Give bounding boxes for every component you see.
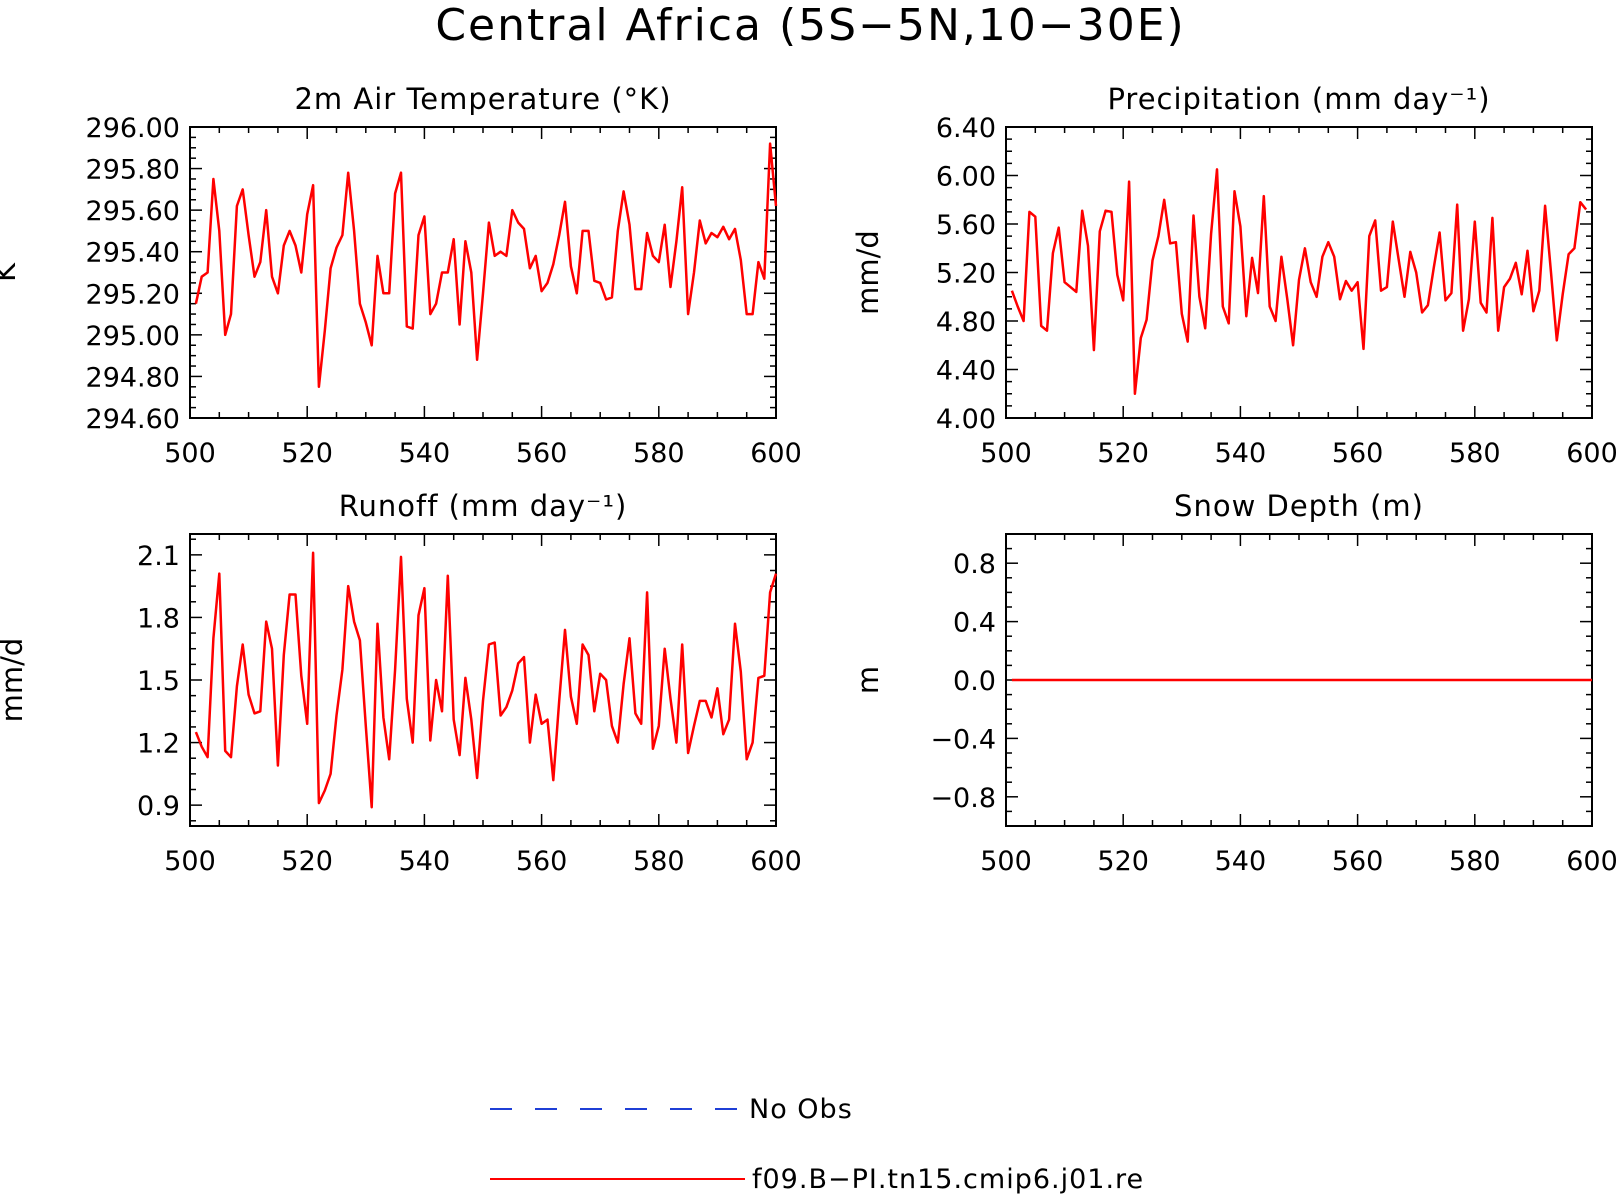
x-tick-label: 540 (399, 438, 451, 469)
plot-frame (189, 126, 777, 419)
y-tick-label: 5.60 (936, 210, 996, 241)
y-tick-label: 296.00 (86, 113, 180, 144)
y-tick-label: 2.1 (137, 541, 180, 572)
x-tick-label: 600 (750, 846, 802, 877)
x-tick-label: 560 (516, 438, 568, 469)
y-tick-label: 5.20 (936, 259, 996, 290)
x-tick-label: 500 (980, 438, 1032, 469)
y-axis-label: mm/d (851, 230, 885, 315)
plot-frame (189, 533, 777, 827)
x-tick-label: 600 (750, 438, 802, 469)
y-axis-label: mm/d (0, 638, 29, 723)
x-tick-label: 540 (399, 846, 451, 877)
y-tick-label: 1.2 (137, 729, 180, 760)
y-tick-label: 0.4 (953, 608, 996, 639)
y-tick-label: −0.4 (930, 724, 996, 755)
x-tick-label: 580 (1449, 438, 1501, 469)
panel-air-temperature: 500 520 540 560 580 600 294.60 294.80 295.00 295.… (0, 82, 802, 469)
x-tick-label: 520 (281, 846, 333, 877)
y-tick-label: 4.40 (936, 356, 996, 387)
x-tick-label: 560 (516, 846, 568, 877)
y-tick-label: 6.40 (936, 113, 996, 144)
y-tick-label: 6.00 (936, 162, 996, 193)
x-tick-label: 600 (1566, 846, 1618, 877)
y-tick-label: 295.00 (86, 321, 180, 352)
x-tick-label: 540 (1215, 438, 1267, 469)
y-tick-label: 0.0 (953, 666, 996, 697)
x-tick-label: 520 (281, 438, 333, 469)
x-tick-label: 540 (1215, 846, 1267, 877)
y-axis-label: m (851, 666, 885, 694)
y-tick-label: 0.9 (137, 791, 180, 822)
series-line (1010, 168, 1588, 396)
panel-title: Runoff (mm day⁻¹) (339, 489, 628, 523)
y-tick-label: 295.20 (86, 279, 180, 310)
y-axis-label: K (0, 262, 22, 282)
y-tick-label: 1.8 (137, 603, 180, 634)
x-tick-label: 520 (1097, 438, 1149, 469)
legend: No Obs f09.B−PI.tn15.cmip6.j01.re (490, 1094, 1144, 1194)
y-tick-label: 295.80 (86, 155, 180, 186)
panel-title: Snow Depth (m) (1174, 489, 1424, 523)
panel-snow-depth: 500 520 540 560 580 600 −0.8 −0.4 0.0 0.4 0.8 Snow … (851, 489, 1618, 877)
x-tick-label: 520 (1097, 846, 1149, 877)
panel-runoff: 500 520 540 560 580 600 0.9 1.2 1.5 1.8 2.1 Runoff … (0, 489, 802, 877)
y-tick-label: 294.60 (86, 404, 180, 435)
y-tick-label: 0.8 (953, 549, 996, 580)
page-title: Central Africa (5S−5N,10−30E) (435, 0, 1186, 51)
panel-title: Precipitation (mm day⁻¹) (1107, 82, 1490, 116)
y-tick-label: 1.5 (137, 666, 180, 697)
y-tick-label: −0.8 (930, 783, 996, 814)
x-tick-label: 600 (1566, 438, 1618, 469)
x-tick-label: 500 (980, 846, 1032, 877)
legend-label-no-obs: No Obs (749, 1094, 853, 1125)
series-line (194, 142, 778, 389)
x-tick-label: 560 (1332, 438, 1384, 469)
y-tick-label: 4.00 (936, 404, 996, 435)
legend-label-model: f09.B−PI.tn15.cmip6.j01.re (752, 1164, 1144, 1194)
x-tick-label: 580 (633, 846, 685, 877)
x-tick-label: 580 (633, 438, 685, 469)
x-tick-label: 580 (1449, 846, 1501, 877)
series-line (194, 551, 778, 809)
x-tick-label: 560 (1332, 846, 1384, 877)
x-tick-label: 500 (164, 846, 216, 877)
x-tick-label: 500 (164, 438, 216, 469)
plot-frame (1005, 126, 1593, 419)
y-tick-label: 295.60 (86, 196, 180, 227)
y-tick-label: 4.80 (936, 307, 996, 338)
panel-title: 2m Air Temperature (°K) (294, 82, 671, 116)
panel-precipitation: 500 520 540 560 580 600 4.00 4.40 4.80 5.20 5.60 6.… (851, 82, 1618, 469)
y-tick-label: 294.80 (86, 362, 180, 393)
y-tick-label: 295.40 (86, 238, 180, 269)
